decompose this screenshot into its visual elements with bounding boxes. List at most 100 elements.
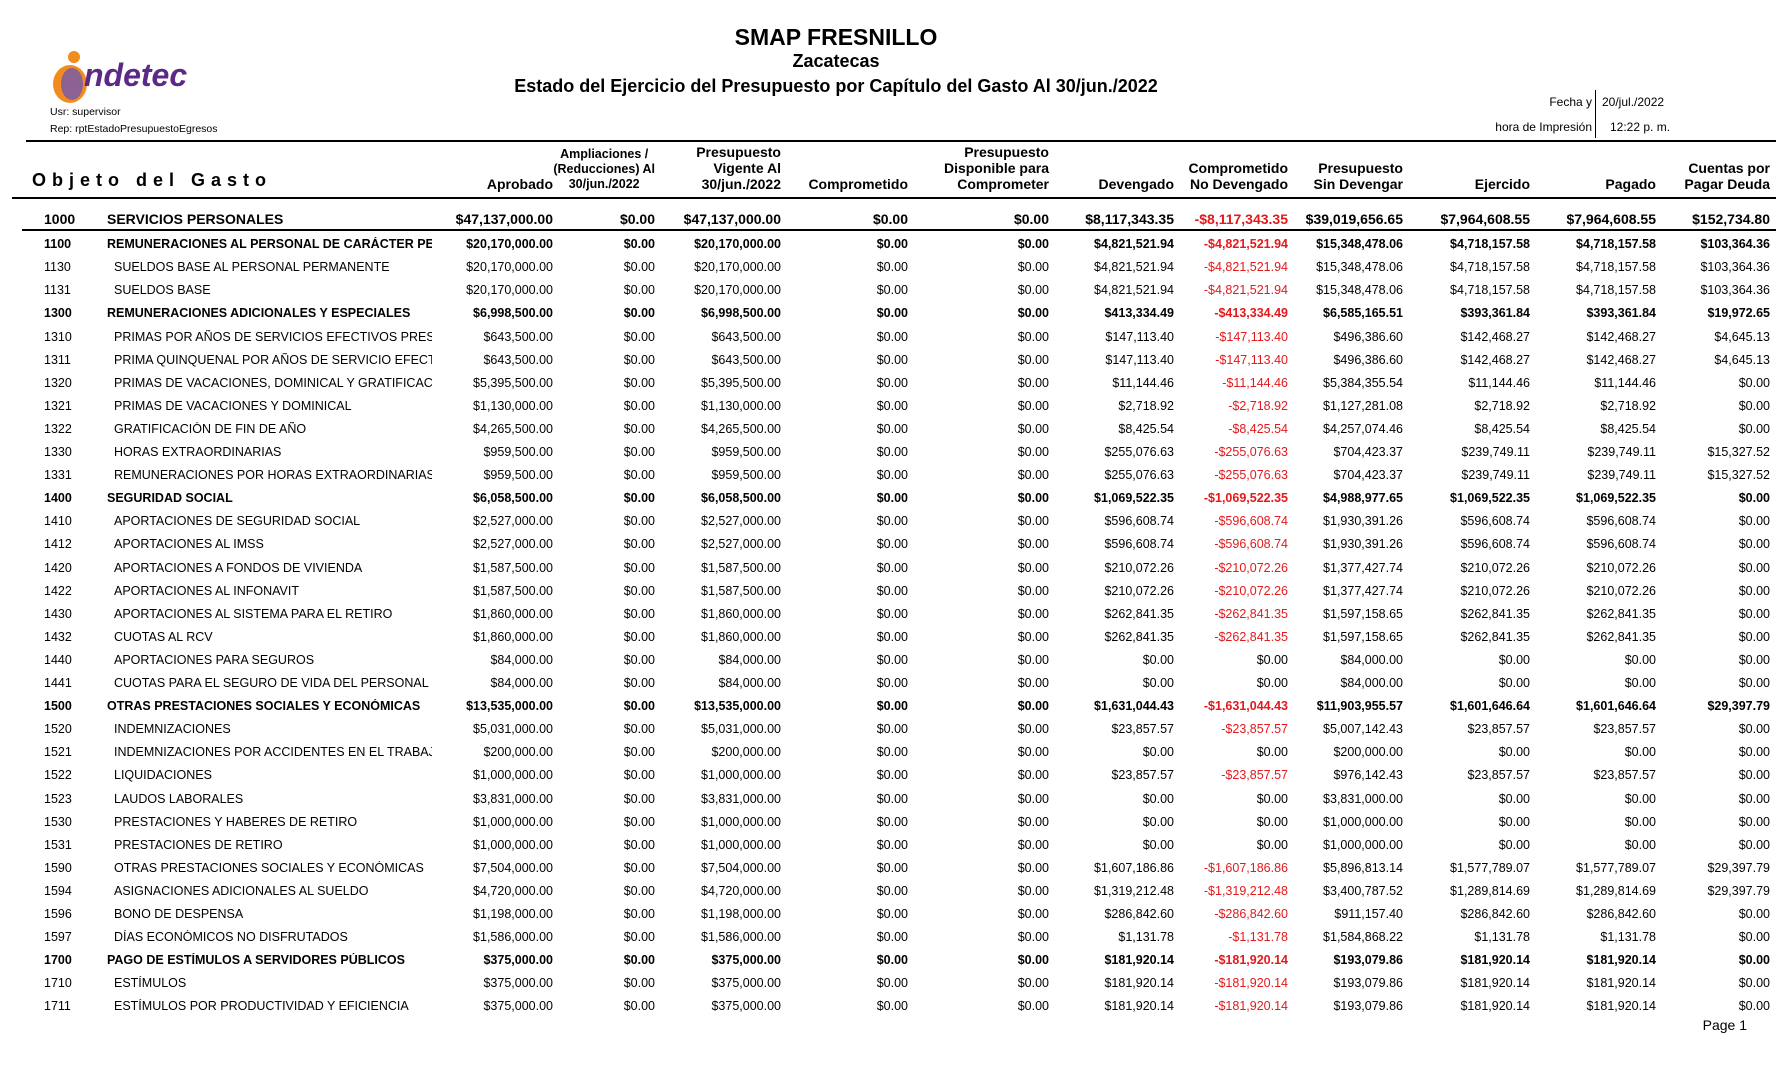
cell-sin-devengar: $3,831,000.00 [1323,791,1403,806]
cell-vigente: $84,000.00 [718,676,781,690]
cell-cuentas-por-pagar: $0.00 [1738,722,1770,737]
cell-ampliaciones: $0.00 [623,283,655,298]
row-code: 1311 [44,352,71,367]
cell-devengado: $4,821,521.94 [1094,260,1174,275]
row-code: 1530 [44,814,72,829]
cell-cuentas-por-pagar: $0.00 [1738,652,1770,667]
cell-comprometido: $0.00 [876,999,908,1014]
cell-vigente: $6,998,500.00 [701,306,781,321]
cell-cuentas-por-pagar: $0.00 [1738,814,1770,829]
cell-sin-devengar: $1,930,391.26 [1323,537,1403,552]
cell-aprobado: $200,000.00 [483,745,553,760]
cell-sin-devengar: $1,377,427.74 [1323,583,1403,598]
table-row: 1521 INDEMNIZACIONES POR ACCIDENTES EN EL… [0,741,1792,764]
cell-aprobado: $6,058,500.00 [473,491,553,506]
table-row: 1000 SERVICIOS PERSONALES $47,137,000.00 $0… [0,207,1792,230]
cell-comprometido-no-devengado: -$1,131.78 [1228,930,1288,945]
cell-aprobado: $20,170,000.00 [466,260,553,275]
cell-ampliaciones: $0.00 [623,652,655,667]
table-row: 1311 PRIMA QUINQUENAL POR AÑOS DE SERVICI… [0,349,1792,372]
row-code: 1300 [44,306,72,321]
cell-cuentas-por-pagar: $19,972.65 [1707,306,1770,321]
column-header-ampliaciones: Ampliaciones / (Reducciones) Al 30/jun./20… [553,147,655,192]
cell-ampliaciones: $0.00 [623,814,655,829]
cell-comprometido: $0.00 [876,907,908,921]
cell-ejercido: $181,920.14 [1460,999,1530,1014]
cell-cuentas-por-pagar: $29,397.79 [1707,883,1770,898]
cell-comprometido-no-devengado: -$286,842.60 [1214,907,1288,921]
cell-disponible: $0.00 [1017,237,1049,252]
cell-devengado: $0.00 [1142,745,1174,760]
column-header-ejercido: Ejercido [1475,176,1530,192]
row-description: APORTACIONES AL SISTEMA PARA EL RETIRO [114,606,393,621]
row-code: 1500 [44,699,72,714]
row-description: INDEMNIZACIONES [114,722,231,737]
cell-sin-devengar: $1,930,391.26 [1323,514,1403,529]
row-code: 1131 [44,283,71,298]
cell-vigente: $200,000.00 [711,745,781,760]
row-code: 1430 [44,606,72,621]
chapter-total-rule [22,229,1776,231]
cell-comprometido-no-devengado: -$262,841.35 [1214,606,1288,621]
cell-ampliaciones: $0.00 [623,306,655,321]
cell-comprometido-no-devengado: -$1,319,212.48 [1203,883,1288,898]
row-description: APORTACIONES DE SEGURIDAD SOCIAL [114,514,361,529]
cell-disponible: $0.00 [1017,329,1049,344]
cell-pagado: $181,920.14 [1586,999,1656,1014]
cell-cuentas-por-pagar: $0.00 [1738,791,1770,806]
cell-aprobado: $1,586,000.00 [473,930,553,945]
cell-comprometido: $0.00 [876,375,908,390]
cell-comprometido-no-devengado: $0.00 [1256,814,1288,829]
cell-devengado: $1,069,522.35 [1094,491,1174,506]
cell-comprometido: $0.00 [876,537,908,552]
cell-sin-devengar: $1,597,158.65 [1323,606,1403,621]
cell-disponible: $0.00 [1017,883,1049,898]
table-row: 1300 REMUNERACIONES ADICIONALES Y ESPECIA… [0,302,1792,325]
table-row: 1130 SUELDOS BASE AL PERSONAL PERMANENTE $… [0,256,1792,279]
cell-ejercido: $4,718,157.58 [1450,283,1530,298]
cell-ejercido: $393,361.84 [1460,306,1530,321]
table-row: 1590 OTRAS PRESTACIONES SOCIALES Y ECONÓM… [0,857,1792,880]
cell-sin-devengar: $15,348,478.06 [1316,237,1403,252]
cell-comprometido: $0.00 [876,260,908,275]
cell-comprometido: $0.00 [876,745,908,760]
cell-vigente: $1,000,000.00 [701,837,781,852]
cell-ampliaciones: $0.00 [623,745,655,760]
column-header-line: Comprometido [1188,160,1288,176]
indetec-logo: ndetec [48,50,228,106]
cell-ampliaciones: $0.00 [623,768,655,783]
table-row: 1523 LAUDOS LABORALES $3,831,000.00 $0.00 $3… [0,788,1792,811]
cell-aprobado: $1,000,000.00 [473,768,553,783]
cell-disponible: $0.00 [1017,398,1049,413]
cell-comprometido: $0.00 [876,329,908,344]
cell-devengado: $262,841.35 [1104,606,1174,621]
cell-comprometido-no-devengado: -$255,076.63 [1214,468,1288,483]
cell-comprometido: $0.00 [876,768,908,783]
row-code: 1420 [44,560,72,575]
cell-cuentas-por-pagar: $15,327.52 [1707,445,1770,459]
cell-vigente: $375,000.00 [711,999,781,1014]
column-header-line: Presupuesto [964,144,1049,160]
column-header-line: Devengado [1098,176,1174,192]
cell-disponible: $0.00 [1013,211,1049,227]
row-code: 1521 [44,745,72,760]
cell-ampliaciones: $0.00 [623,907,655,921]
row-code: 1322 [44,421,72,436]
cell-pagado: $142,468.27 [1586,329,1656,344]
cell-cuentas-por-pagar: $0.00 [1738,768,1770,783]
row-code: 1412 [44,537,72,552]
cell-pagado: $0.00 [1624,745,1656,760]
cell-cuentas-por-pagar: $152,734.80 [1692,211,1770,227]
cell-vigente: $1,587,500.00 [701,583,781,598]
cell-sin-devengar: $193,079.86 [1333,976,1403,991]
cell-pagado: $596,608.74 [1586,537,1656,552]
column-header-line: Pagado [1605,176,1656,192]
cell-sin-devengar: $976,142.43 [1333,768,1403,783]
cell-vigente: $2,527,000.00 [701,514,781,529]
cell-ampliaciones: $0.00 [623,629,655,644]
cell-cuentas-por-pagar: $15,327.52 [1707,468,1770,483]
cell-ampliaciones: $0.00 [623,537,655,552]
cell-cuentas-por-pagar: $0.00 [1738,514,1770,529]
cell-disponible: $0.00 [1017,537,1049,552]
cell-vigente: $1,000,000.00 [701,814,781,829]
